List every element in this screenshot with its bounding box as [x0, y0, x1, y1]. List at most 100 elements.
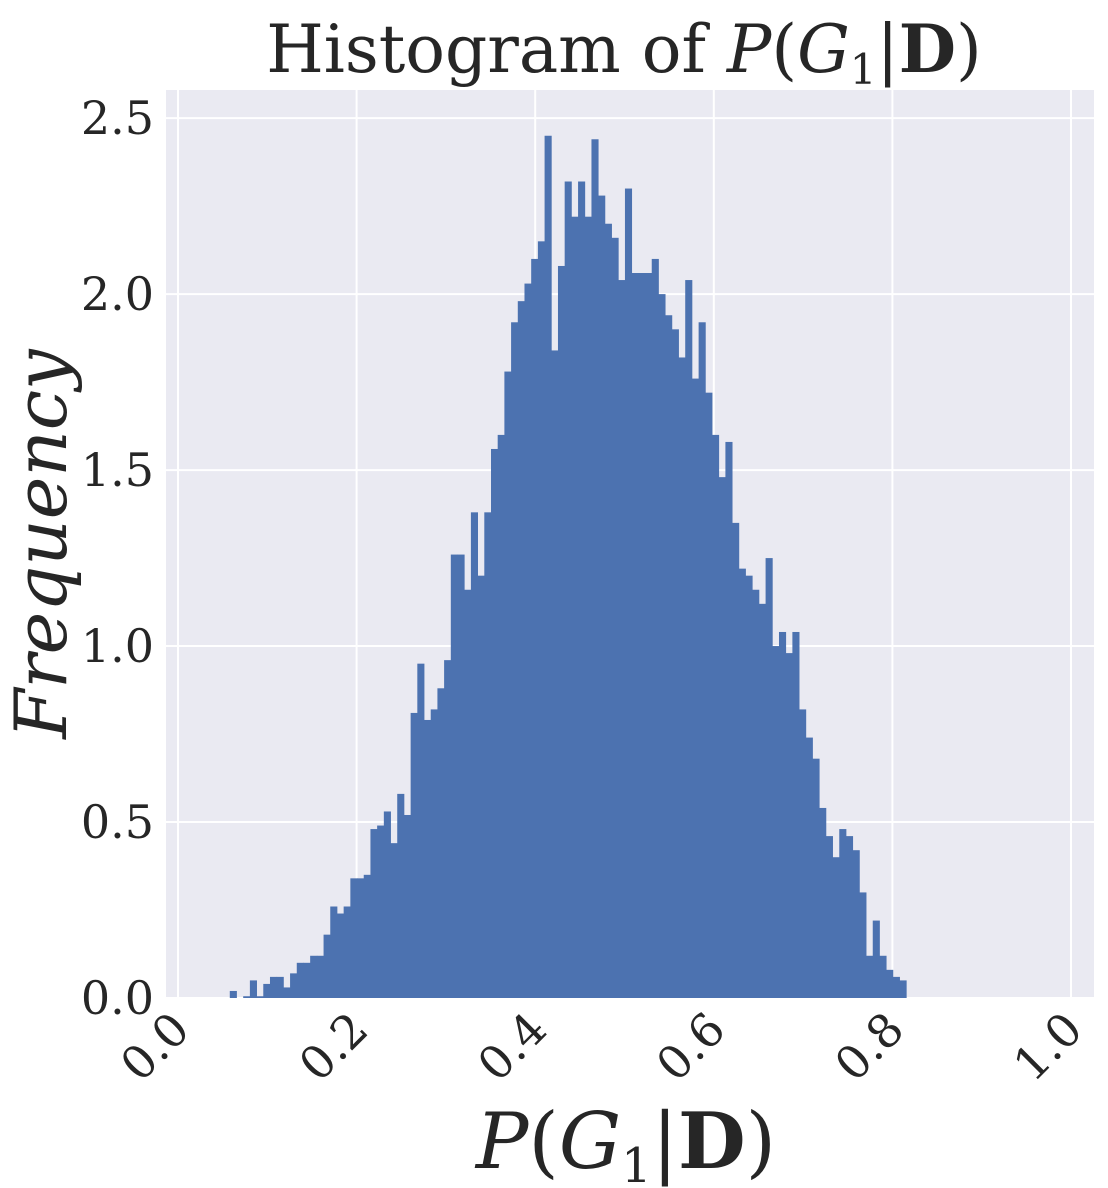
y-tick-label: 0.5 [81, 795, 154, 849]
histogram-bars [229, 135, 907, 999]
histogram-bar [470, 512, 478, 998]
histogram-bar [464, 589, 472, 998]
histogram-bar [437, 688, 445, 998]
histogram-bar [316, 955, 324, 998]
histogram-bar [752, 589, 760, 998]
histogram-bar [310, 955, 318, 998]
histogram-bar [872, 920, 880, 998]
histogram-bar [269, 976, 278, 998]
y-tick-label: 1.0 [81, 619, 154, 673]
histogram-bar [671, 329, 679, 998]
histogram-bar [249, 980, 257, 998]
histogram-bar [591, 139, 599, 998]
histogram-bar [758, 603, 766, 998]
histogram-bar [343, 906, 351, 998]
histogram-bar [397, 793, 405, 998]
histogram-bar [551, 350, 559, 998]
histogram-bar [357, 878, 365, 998]
histogram-bar [645, 273, 653, 998]
histogram-bar [243, 996, 251, 998]
histogram-bar [651, 258, 659, 998]
chart-title: Histogram of P(G1|D) [266, 10, 982, 94]
histogram-bar [732, 522, 740, 998]
histogram-bar [450, 554, 458, 998]
histogram-bar [785, 653, 793, 998]
histogram-bar [879, 955, 887, 998]
histogram-bar [665, 315, 673, 998]
histogram-bar [276, 976, 284, 998]
histogram-bar [799, 709, 807, 998]
y-tick-labels: 0.0 0.5 1.0 1.5 2.0 2.5 [81, 91, 154, 1025]
histogram-bar [350, 878, 358, 998]
x-tick-label: 0.8 [824, 1002, 914, 1092]
histogram-bar [283, 987, 291, 998]
histogram-bar [611, 237, 619, 998]
histogram-bar [691, 378, 700, 999]
histogram-bar [524, 283, 532, 998]
histogram-bar [892, 976, 900, 998]
histogram-bar [403, 814, 412, 998]
histogram-bar [678, 357, 686, 999]
histogram-bar [477, 575, 485, 998]
histogram-bar [712, 434, 720, 998]
histogram-bar [578, 181, 586, 998]
histogram-bar [330, 906, 338, 998]
x-axis-label: P(G1|D) [474, 1096, 776, 1188]
histogram-bar [256, 996, 264, 998]
histogram-bar [819, 807, 827, 998]
y-tick-label: 2.0 [81, 267, 154, 321]
histogram-bar [845, 836, 854, 998]
histogram-bar [571, 216, 579, 998]
histogram-bar [484, 512, 492, 998]
histogram-bar [390, 843, 398, 998]
histogram-bar [859, 892, 867, 998]
y-tick-label: 2.5 [81, 91, 154, 145]
histogram-bar [638, 273, 646, 998]
histogram-bar [792, 631, 800, 998]
histogram-bar [430, 709, 438, 998]
histogram-bar [504, 371, 512, 998]
histogram-bar [544, 135, 552, 998]
histogram-bar [866, 955, 874, 998]
histogram-bar [778, 631, 787, 998]
histogram-bar [417, 663, 425, 998]
histogram-bar [899, 980, 907, 998]
histogram-bar [725, 441, 733, 998]
histogram-bar [832, 857, 840, 998]
histogram-bar [457, 554, 465, 998]
histogram-bar [497, 434, 505, 998]
histogram-bar [805, 737, 813, 998]
histogram-bar [290, 973, 298, 998]
x-tick-label: 0.4 [467, 1002, 557, 1092]
x-tick-labels: 0.0 0.2 0.4 0.6 0.8 1.0 [110, 1002, 1093, 1092]
x-tick-label: 0.2 [288, 1002, 378, 1092]
histogram-bar [705, 392, 713, 998]
histogram-bar [631, 273, 639, 998]
histogram-bar [296, 962, 304, 998]
histogram-bar [336, 913, 345, 998]
histogram-bar [584, 216, 592, 998]
histogram-bar [618, 280, 626, 998]
histogram-bar [698, 322, 706, 998]
histogram-bar [363, 874, 371, 998]
x-tick-label: 0.6 [646, 1002, 736, 1092]
histogram-bar [410, 712, 418, 998]
histogram-bar [517, 301, 525, 998]
histogram-bar [839, 829, 847, 998]
y-axis-label: Frequency [0, 348, 83, 741]
histogram-bar [598, 195, 606, 998]
histogram-bar [370, 829, 378, 998]
histogram-bar [765, 558, 773, 998]
histogram-bar [738, 568, 746, 998]
histogram-bar [537, 241, 545, 998]
histogram-bar [263, 983, 271, 998]
histogram-bar [377, 825, 385, 998]
histogram-bar [564, 181, 572, 998]
histogram-bar [825, 836, 833, 998]
histogram-bar [772, 646, 780, 998]
histogram-bar [531, 258, 539, 998]
histogram-bar [303, 962, 311, 998]
histogram-bar [511, 322, 519, 998]
histogram-bar [323, 934, 331, 998]
